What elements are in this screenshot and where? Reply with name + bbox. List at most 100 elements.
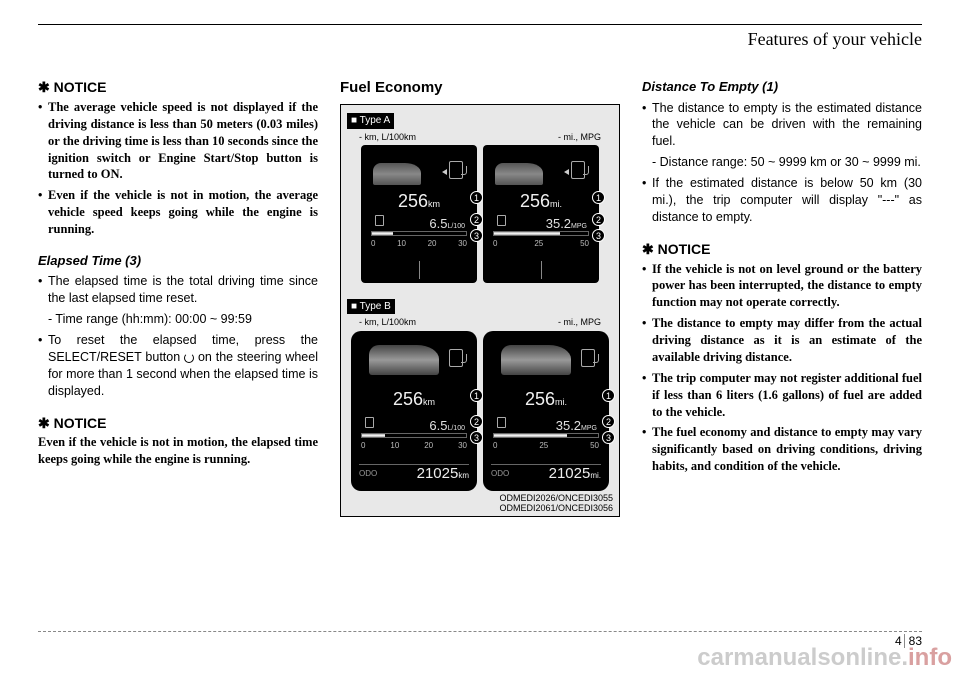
distance-value: 256km — [351, 387, 477, 411]
notice-text: The fuel economy and distance to empty m… — [652, 424, 922, 475]
badge-1: 1 — [470, 389, 483, 402]
unit-left: - km, L/100km — [359, 131, 416, 143]
scale: 0102030 — [371, 239, 467, 250]
bullet-dot: • — [642, 100, 652, 151]
badge-2: 2 — [592, 213, 605, 226]
fuel-bar — [493, 433, 599, 438]
notice-text: The trip computer may not register addit… — [652, 370, 922, 421]
odo-row: ODO 21025km — [359, 464, 469, 484]
pump-icon — [449, 349, 463, 367]
distance-value: 256km — [361, 189, 477, 213]
column-3: Distance To Empty (1) •The distance to e… — [642, 78, 922, 517]
header-title: Features of your vehicle — [38, 29, 922, 50]
arrow-icon — [564, 169, 569, 175]
bullet-dot: • — [38, 187, 48, 238]
screen-a-left: 256km 6.5L/100 0102030 1 2 3 — [361, 145, 477, 283]
consumption-value: 35.2MPG — [546, 215, 587, 233]
bullet-dot: • — [38, 332, 48, 400]
screen-a-right: 256mi. 35.2MPG 02550 1 2 3 — [483, 145, 599, 283]
pump-icon — [375, 215, 384, 226]
pump-icon — [497, 215, 506, 226]
body-bullet: To reset the elapsed time, press the SEL… — [48, 332, 318, 400]
fuel-bar — [493, 231, 589, 236]
odo-label: ODO — [359, 469, 377, 480]
watermark: carmanualsonline.info — [697, 644, 952, 672]
notice-text: The distance to empty may differ from th… — [652, 315, 922, 366]
column-1: ✱ NOTICE •The average vehicle speed is n… — [38, 78, 318, 517]
bullet-dot: • — [642, 175, 652, 226]
body-text: •The distance to empty is the estimated … — [642, 100, 922, 226]
scale: 02550 — [493, 239, 589, 250]
divider — [419, 261, 420, 279]
notice-text: The average vehicle speed is not display… — [48, 99, 318, 183]
body-bullet: The elapsed time is the total driving ti… — [48, 273, 318, 307]
notice-heading: ✱ NOTICE — [38, 78, 318, 97]
distance-value: 256mi. — [483, 189, 599, 213]
type-b-label: ■ Type B — [347, 299, 395, 315]
consumption-value: 6.5L/100 — [429, 417, 465, 435]
notice-body: •If the vehicle is not on level ground o… — [642, 261, 922, 476]
notice-body: Even if the vehicle is not in motion, th… — [38, 434, 318, 468]
notice-body: •The average vehicle speed is not displa… — [38, 99, 318, 238]
columns: ✱ NOTICE •The average vehicle speed is n… — [38, 78, 922, 517]
odo-label: ODO — [491, 469, 509, 480]
bullet-dot: • — [642, 315, 652, 366]
unit-row: - km, L/100km - mi., MPG — [347, 131, 613, 143]
unit-row: - km, L/100km - mi., MPG — [347, 316, 613, 328]
car-icon — [369, 345, 439, 375]
unit-right: - mi., MPG — [558, 131, 601, 143]
badge-3: 3 — [592, 229, 605, 242]
pump-icon — [449, 161, 463, 179]
bullet-dot: • — [642, 261, 652, 312]
scale: 02550 — [493, 441, 599, 452]
unit-left: - km, L/100km — [359, 316, 416, 328]
badge-3: 3 — [470, 229, 483, 242]
fuel-bar — [361, 433, 467, 438]
watermark-text: carmanualsonline. — [697, 644, 908, 671]
type-b-screens: 256km 6.5L/100 0102030 ODO 21025km 1 2 3 — [347, 331, 613, 491]
badge-1: 1 — [602, 389, 615, 402]
badge-2: 2 — [470, 213, 483, 226]
notice-text: If the vehicle is not on level ground or… — [652, 261, 922, 312]
consumption-value: 6.5L/100 — [429, 215, 465, 233]
fuel-economy-heading: Fuel Economy — [340, 78, 620, 98]
page: Features of your vehicle ✱ NOTICE •The a… — [0, 0, 960, 676]
subheading-dte: Distance To Empty (1) — [642, 78, 922, 96]
pump-icon — [365, 417, 374, 428]
screen-b-left: 256km 6.5L/100 0102030 ODO21025km 1 2 3 — [351, 331, 477, 491]
badge-1: 1 — [470, 191, 483, 204]
body-text: •The elapsed time is the total driving t… — [38, 273, 318, 399]
badge-2: 2 — [602, 415, 615, 428]
range-text: - Time range (hh:mm): 00:00 ~ 99:59 — [48, 311, 318, 328]
pump-icon — [571, 161, 585, 179]
fuel-bar — [371, 231, 467, 236]
pump-icon — [497, 417, 506, 428]
arrow-icon — [442, 169, 447, 175]
badge-2: 2 — [470, 415, 483, 428]
subheading-elapsed: Elapsed Time (3) — [38, 252, 318, 270]
distance-value: 256mi. — [483, 387, 609, 411]
bullet-dot: • — [642, 370, 652, 421]
notice-heading: ✱ NOTICE — [38, 414, 318, 433]
car-icon — [373, 163, 421, 185]
range-text: - Distance range: 50 ~ 9999 km or 30 ~ 9… — [652, 154, 922, 171]
screen-b-right: 256mi. 35.2MPG 02550 ODO21025mi. 1 2 3 — [483, 331, 609, 491]
notice-text: Even if the vehicle is not in motion, th… — [48, 187, 318, 238]
figure-caption: ODMEDI2026/ONCEDI3055 ODMEDI2061/ONCEDI3… — [347, 493, 613, 515]
badge-3: 3 — [602, 431, 615, 444]
body-bullet: The distance to empty is the estimated d… — [652, 100, 922, 151]
car-icon — [495, 163, 543, 185]
reset-icon — [184, 353, 194, 363]
watermark-text: info — [908, 644, 952, 671]
type-a-screens: 256km 6.5L/100 0102030 1 2 3 — [347, 145, 613, 283]
odo-value: 21025mi. — [549, 464, 601, 484]
type-a-label: ■ Type A — [347, 113, 394, 129]
odo-row: ODO 21025mi. — [491, 464, 601, 484]
scale: 0102030 — [361, 441, 467, 452]
car-icon — [501, 345, 571, 375]
notice-heading: ✱ NOTICE — [642, 240, 922, 259]
badge-3: 3 — [470, 431, 483, 444]
badge-1: 1 — [592, 191, 605, 204]
bullet-dot: • — [642, 424, 652, 475]
odo-value: 21025km — [417, 464, 469, 484]
